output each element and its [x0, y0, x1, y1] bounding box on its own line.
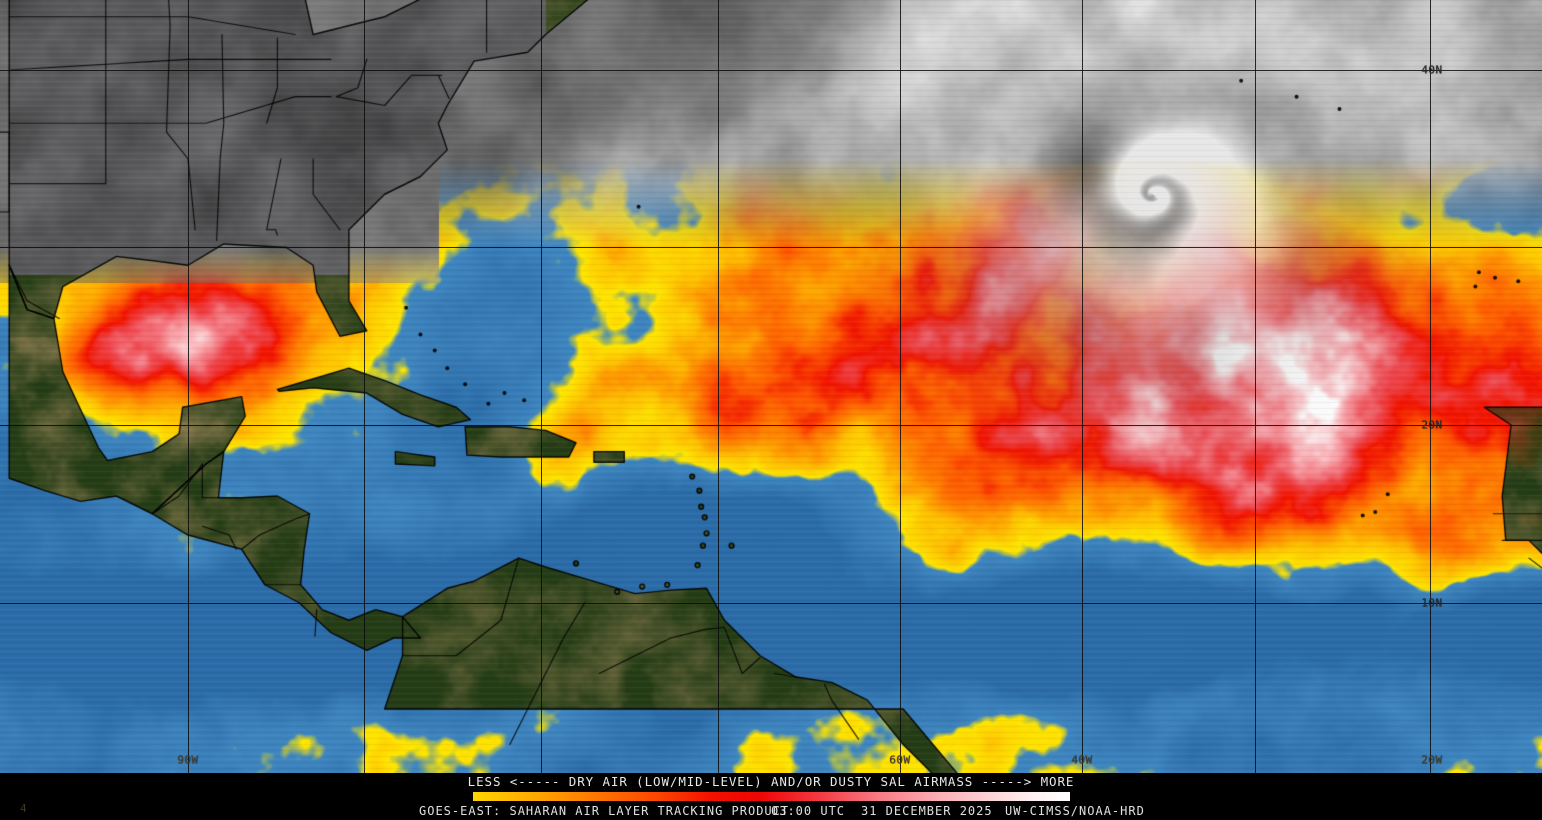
observation-time: 03:00 UTC: [771, 804, 846, 818]
observation-date: 31 DECEMBER 2025: [861, 804, 993, 818]
product-credit: GOES-EAST: SAHARAN AIR LAYER TRACKING PR…: [419, 804, 790, 818]
sal-colorbar: [473, 792, 1070, 801]
satellite-image-panel: 40N 20N 10N 90W 60W 40W 20W: [0, 0, 1542, 773]
data-source-credit: UW-CIMSS/NOAA-HRD: [1005, 804, 1145, 818]
colorbar-caption: LESS <----- DRY AIR (LOW/MID-LEVEL) AND/…: [467, 774, 1075, 789]
annotation-footer: LESS <----- DRY AIR (LOW/MID-LEVEL) AND/…: [0, 773, 1542, 820]
frame-number-label: 4: [20, 802, 27, 815]
credit-row: GOES-EAST: SAHARAN AIR LAYER TRACKING PR…: [0, 804, 1542, 820]
satellite-imagery-canvas: [0, 0, 1542, 773]
